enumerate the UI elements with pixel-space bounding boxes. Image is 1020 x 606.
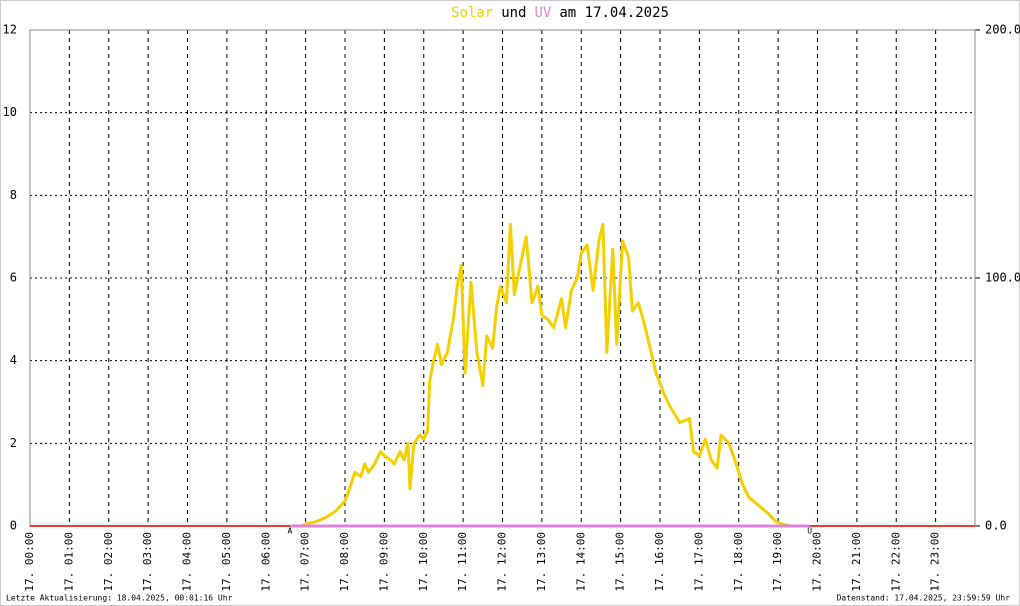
y-tick-label: 2 xyxy=(10,436,17,450)
y-tick-label: 12 xyxy=(3,23,17,37)
footer-right: Datenstand: 17.04.2025, 23:59:59 Uhr xyxy=(837,594,1011,603)
y2-tick-label: 0.0 xyxy=(985,519,1007,533)
x-tick-label: 17. 09:00 xyxy=(377,532,390,592)
y-tick-label: 6 xyxy=(10,271,17,285)
x-tick-label: 17. 02:00 xyxy=(102,532,115,592)
x-tick-label: 17. 10:00 xyxy=(417,532,430,592)
x-tick-label: 17. 22:00 xyxy=(889,532,902,592)
annotation: A xyxy=(287,527,292,536)
x-tick-label: 17. 07:00 xyxy=(299,532,312,592)
x-tick-label: 17. 19:00 xyxy=(771,532,784,592)
title-part: am 17.04.2025 xyxy=(559,5,669,21)
annotation: U xyxy=(807,527,812,536)
y-tick-label: 4 xyxy=(10,353,17,367)
x-tick-label: 17. 21:00 xyxy=(850,532,863,592)
x-tick-label: 17. 03:00 xyxy=(141,532,154,592)
series-line xyxy=(300,222,791,528)
x-tick-label: 17. 16:00 xyxy=(653,532,666,592)
title-part: Solar xyxy=(451,5,493,21)
y-tick-label: 8 xyxy=(10,188,17,202)
x-tick-label: 17. 17:00 xyxy=(692,532,705,592)
y2-tick-label: 100.0 xyxy=(985,271,1020,285)
y-tick-label: 0 xyxy=(10,519,17,533)
title-part: und xyxy=(501,5,526,21)
x-tick-label: 17. 06:00 xyxy=(259,532,272,592)
x-tick-label: 17. 18:00 xyxy=(732,532,745,592)
x-tick-label: 17. 01:00 xyxy=(62,532,75,592)
chart-title: Solar und UV am 17.04.2025 xyxy=(451,5,669,21)
x-tick-label: 17. 08:00 xyxy=(338,532,351,592)
x-tick-label: 17. 00:00 xyxy=(23,532,36,592)
x-tick-label: 17. 11:00 xyxy=(456,532,469,592)
x-tick-label: 17. 15:00 xyxy=(614,532,627,592)
x-tick-label: 17. 12:00 xyxy=(496,532,509,592)
x-tick-label: 17. 04:00 xyxy=(181,532,194,592)
title-part: UV xyxy=(535,5,552,21)
x-tick-label: 17. 20:00 xyxy=(811,532,824,592)
x-tick-label: 17. 13:00 xyxy=(535,532,548,592)
y2-tick-label: 200.0 xyxy=(985,23,1020,37)
x-tick-label: 17. 05:00 xyxy=(220,532,233,592)
x-tick-label: 17. 14:00 xyxy=(574,532,587,592)
x-tick-label: 17. 23:00 xyxy=(929,532,942,592)
footer-left: Letzte Aktualisierung: 18.04.2025, 00:01… xyxy=(6,594,233,603)
y-tick-label: 10 xyxy=(3,105,17,119)
